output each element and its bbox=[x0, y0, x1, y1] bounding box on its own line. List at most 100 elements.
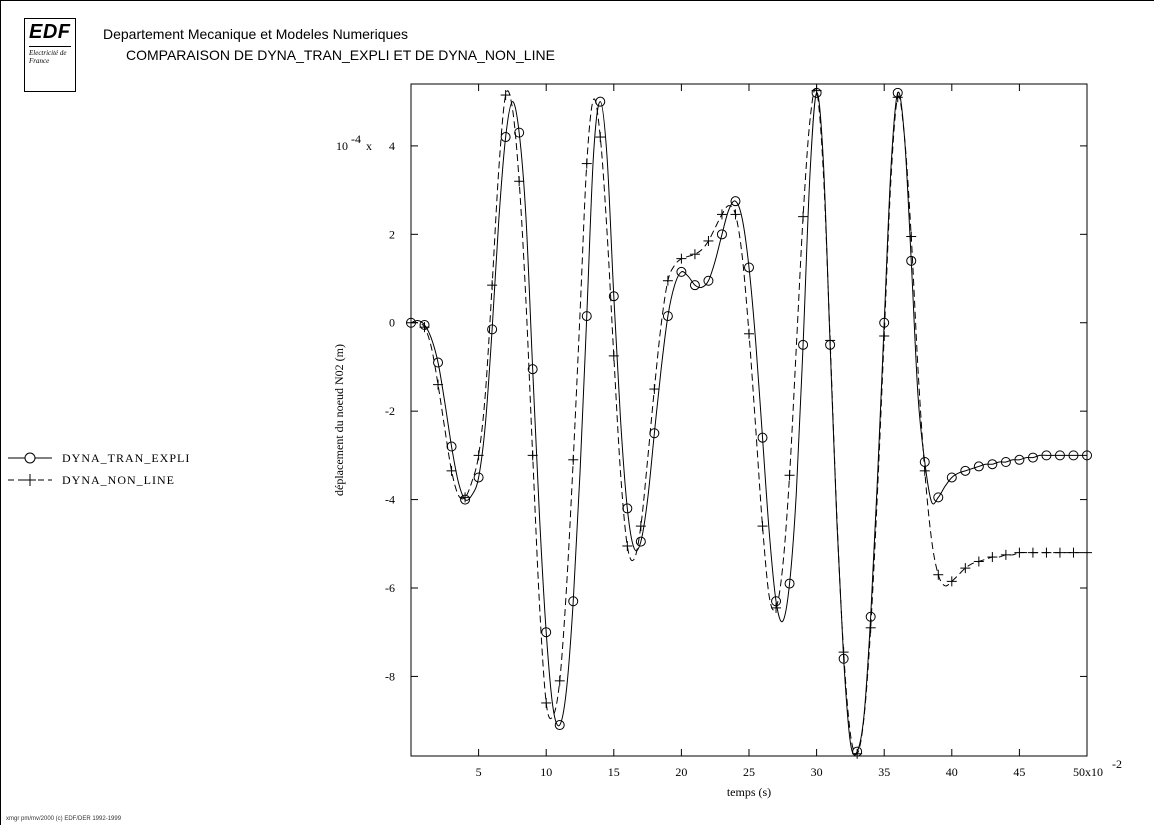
x-tick-label: 45 bbox=[1013, 765, 1025, 779]
data-point-plus bbox=[757, 521, 768, 532]
data-point-circle bbox=[595, 96, 606, 107]
data-point-plus bbox=[865, 622, 876, 633]
data-point-plus bbox=[933, 569, 944, 580]
data-point-circle bbox=[757, 432, 768, 443]
data-point-plus bbox=[784, 470, 795, 481]
data-point-plus bbox=[1082, 547, 1092, 558]
series-markers-dyna-tran-expli bbox=[406, 87, 1092, 757]
legend-label-expli: DYNA_TRAN_EXPLI bbox=[62, 451, 191, 465]
logo-rule bbox=[29, 46, 71, 47]
data-point-plus bbox=[1027, 547, 1038, 558]
series-markers-dyna-non-line bbox=[406, 85, 1092, 759]
data-point-plus bbox=[433, 379, 444, 390]
x-tick-label: 40 bbox=[946, 765, 958, 779]
logo-subtitle: Electricité de France bbox=[29, 49, 67, 65]
legend-label-non-line: DYNA_NON_LINE bbox=[62, 473, 175, 487]
data-point-plus bbox=[892, 92, 903, 103]
data-point-circle bbox=[554, 720, 565, 731]
series-line-dyna-tran-expli bbox=[410, 91, 1087, 756]
data-point-plus bbox=[811, 85, 822, 96]
data-point-plus bbox=[906, 231, 917, 242]
data-point-circle bbox=[1054, 450, 1065, 461]
data-point-plus bbox=[527, 450, 538, 461]
data-point-plus bbox=[554, 675, 565, 686]
data-point-plus bbox=[1000, 549, 1011, 560]
legend-plus-dash-icon bbox=[8, 474, 52, 486]
data-point-circle bbox=[635, 536, 646, 547]
chart-title: COMPARAISON DE DYNA_TRAN_EXPLI ET DE DYN… bbox=[126, 47, 555, 63]
data-point-circle bbox=[649, 428, 660, 439]
y-tick-label: 0 bbox=[389, 316, 395, 330]
y-tick-label: -2 bbox=[385, 404, 395, 418]
data-point-plus bbox=[744, 328, 754, 339]
data-point-plus bbox=[419, 322, 430, 333]
legend-item-non-line: DYNA_NON_LINE bbox=[6, 471, 246, 489]
data-point-plus bbox=[446, 465, 457, 476]
data-point-circle bbox=[433, 357, 444, 368]
data-point-plus bbox=[730, 209, 741, 220]
edf-logo: EDF Electricité de France bbox=[24, 18, 76, 92]
data-point-circle bbox=[744, 262, 754, 273]
legend: DYNA_TRAN_EXPLI DYNA_NON_LINE bbox=[6, 449, 246, 489]
x-tick-label: 5 bbox=[476, 765, 482, 779]
legend-item-expli: DYNA_TRAN_EXPLI bbox=[6, 449, 246, 467]
y-tick-label: 4 bbox=[389, 139, 395, 153]
data-point-plus bbox=[1054, 547, 1065, 558]
department-title: Departement Mecanique et Modeles Numeriq… bbox=[103, 26, 409, 42]
y-tick-label: -6 bbox=[385, 581, 395, 595]
y-multiplier-exponent: -4 bbox=[351, 132, 361, 146]
data-point-plus bbox=[1068, 547, 1079, 558]
data-point-circle bbox=[784, 578, 795, 589]
data-point-plus bbox=[798, 211, 809, 222]
data-point-circle bbox=[1027, 452, 1038, 463]
data-point-circle bbox=[716, 229, 727, 240]
data-point-plus bbox=[662, 275, 673, 286]
data-point-circle bbox=[1014, 454, 1025, 465]
data-point-circle bbox=[973, 461, 984, 472]
data-point-circle bbox=[987, 459, 998, 470]
data-point-plus bbox=[973, 556, 984, 567]
x-tick-label: 50x10 bbox=[1073, 765, 1103, 779]
data-point-plus bbox=[595, 132, 606, 143]
data-point-circle bbox=[487, 324, 498, 335]
data-point-plus bbox=[879, 331, 890, 341]
data-point-circle bbox=[946, 472, 957, 483]
data-point-plus bbox=[716, 209, 727, 220]
plot-frame bbox=[410, 83, 1088, 757]
data-point-circle bbox=[960, 465, 971, 476]
data-point-circle bbox=[1082, 450, 1092, 461]
y-tick-label: -4 bbox=[385, 493, 395, 507]
logo-mark: EDF bbox=[29, 21, 71, 43]
x-tick-label: 25 bbox=[743, 765, 755, 779]
data-point-circle bbox=[1068, 450, 1079, 461]
x-multiplier-exponent: -2 bbox=[1112, 757, 1122, 771]
y-multiplier-base: 10 bbox=[336, 139, 348, 153]
data-point-plus bbox=[689, 249, 700, 260]
data-point-plus bbox=[581, 158, 592, 169]
data-point-plus bbox=[635, 521, 646, 532]
data-point-circle bbox=[1041, 450, 1052, 461]
data-point-circle bbox=[581, 311, 592, 322]
x-tick-label: 30 bbox=[811, 765, 823, 779]
footer-copyright: xmgr pm/mv/2000 (c) EDF/DER 1992-1999 bbox=[6, 816, 122, 822]
data-point-circle bbox=[906, 255, 917, 266]
data-point-plus bbox=[473, 450, 484, 461]
data-point-circle bbox=[568, 596, 579, 607]
data-point-circle bbox=[703, 275, 714, 286]
data-point-circle bbox=[622, 503, 633, 514]
x-tick-label: 15 bbox=[608, 765, 620, 779]
data-point-circle bbox=[689, 280, 700, 291]
data-point-plus bbox=[960, 563, 971, 574]
data-point-plus bbox=[649, 384, 660, 395]
data-point-circle bbox=[446, 441, 457, 452]
frame-top-border bbox=[0, 0, 1154, 1]
data-point-circle bbox=[676, 266, 687, 277]
legend-circle-line-icon bbox=[8, 452, 52, 464]
data-point-plus bbox=[568, 454, 579, 465]
data-point-plus bbox=[1041, 547, 1052, 558]
data-point-plus bbox=[703, 235, 714, 246]
data-point-plus bbox=[608, 350, 619, 361]
data-point-plus bbox=[771, 602, 782, 613]
